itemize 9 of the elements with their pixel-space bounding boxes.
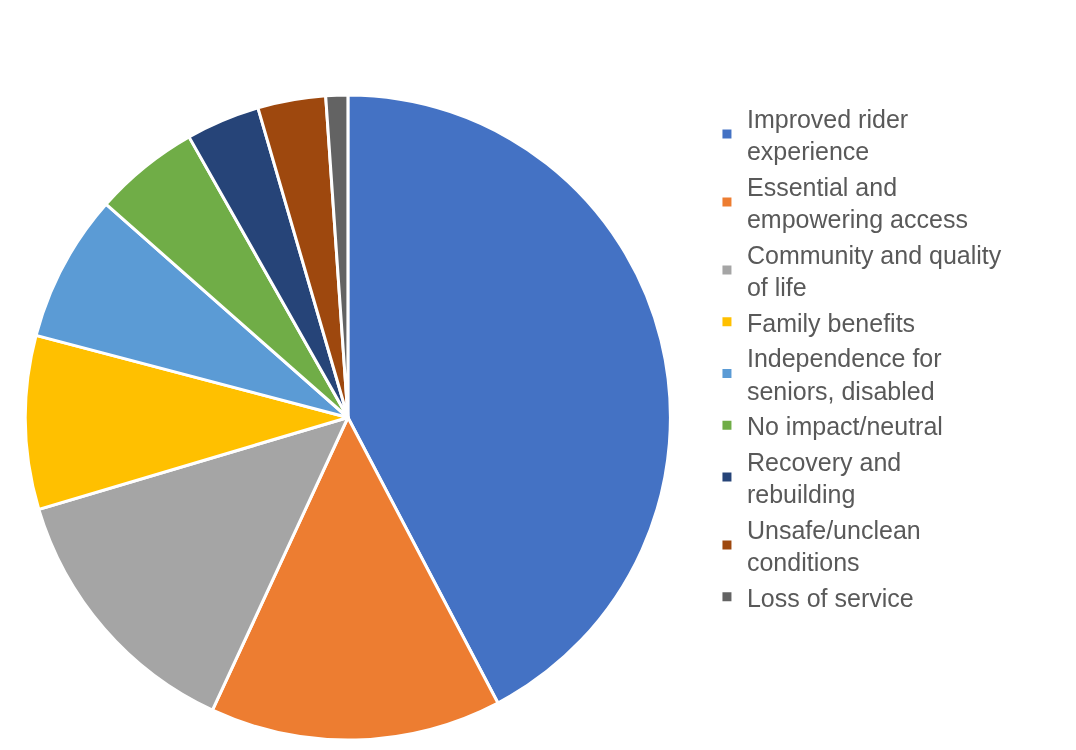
legend-label: Improved rider experience <box>746 104 909 165</box>
legend-label: Unsafe/unclean conditions <box>746 515 921 576</box>
legend-label: Essential and empowering access <box>746 172 968 233</box>
legend-label: Recovery and rebuilding <box>746 447 902 508</box>
legend-label: No impact/neutral <box>746 412 943 440</box>
legend-label: Loss of service <box>746 583 914 612</box>
legend-label: Independence for seniors, disabled <box>746 344 942 405</box>
legend-label: Community and quality of life <box>746 240 1002 301</box>
legend-label: Family benefits <box>746 308 916 337</box>
